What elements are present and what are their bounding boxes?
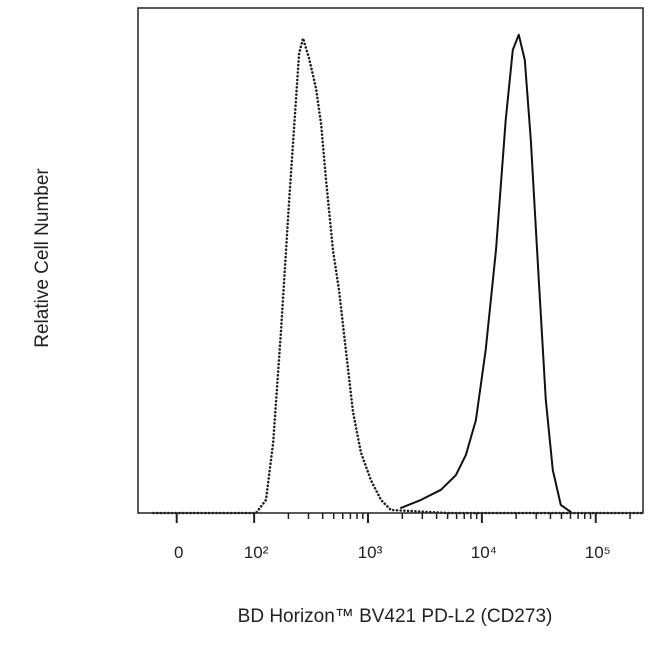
y-axis-label: Relative Cell Number xyxy=(32,168,53,348)
histogram-line xyxy=(400,33,572,513)
histogram-line xyxy=(152,37,643,515)
x-tick-label: 10² xyxy=(244,543,269,562)
x-tick-label: 10⁴ xyxy=(471,543,497,562)
x-tick-label: 0 xyxy=(174,543,183,562)
x-axis-label: BD Horizon™ BV421 PD-L2 (CD273) xyxy=(238,606,553,627)
x-tick-label: 10³ xyxy=(358,543,383,562)
x-tick-label: 10⁵ xyxy=(585,543,611,562)
plot-frame xyxy=(137,7,644,514)
